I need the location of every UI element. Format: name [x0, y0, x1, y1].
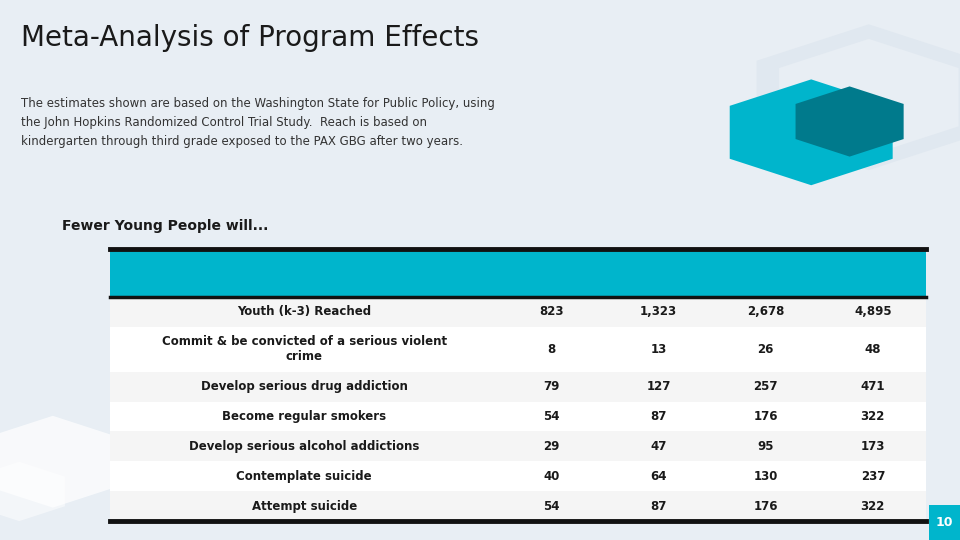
- Text: 47: 47: [651, 440, 667, 453]
- Text: 87: 87: [651, 500, 667, 512]
- Text: 176: 176: [754, 410, 778, 423]
- Text: Contemplate suicide: Contemplate suicide: [236, 470, 372, 483]
- Text: 322: 322: [861, 500, 885, 512]
- Text: 471: 471: [860, 380, 885, 393]
- Text: Develop serious alcohol addictions: Develop serious alcohol addictions: [189, 440, 420, 453]
- Text: 40: 40: [543, 470, 560, 483]
- Text: 237: 237: [861, 470, 885, 483]
- Text: Predicted Benefits: Predicted Benefits: [122, 267, 245, 281]
- FancyBboxPatch shape: [110, 461, 926, 491]
- Text: 48: 48: [865, 343, 881, 356]
- Text: Attempt suicide: Attempt suicide: [252, 500, 357, 512]
- Text: 29: 29: [543, 440, 560, 453]
- Text: 87: 87: [651, 410, 667, 423]
- Text: Meta-Analysis of Program Effects: Meta-Analysis of Program Effects: [21, 24, 479, 52]
- FancyBboxPatch shape: [110, 491, 926, 521]
- Text: 95: 95: [757, 440, 774, 453]
- FancyBboxPatch shape: [110, 431, 926, 461]
- Text: 176: 176: [754, 500, 778, 512]
- Text: 64: 64: [651, 470, 667, 483]
- Text: 173: 173: [861, 440, 885, 453]
- FancyBboxPatch shape: [110, 297, 926, 327]
- Text: 54: 54: [543, 500, 560, 512]
- Text: 1,323: 1,323: [640, 306, 677, 319]
- Text: 26: 26: [757, 343, 774, 356]
- Text: 2018: 2018: [639, 267, 678, 281]
- Text: 2,678: 2,678: [747, 306, 784, 319]
- Text: Develop serious drug addiction: Develop serious drug addiction: [201, 380, 408, 393]
- Text: Commit & be convicted of a serious violent
crime: Commit & be convicted of a serious viole…: [161, 335, 446, 363]
- Text: 2019: 2019: [746, 267, 785, 281]
- FancyBboxPatch shape: [110, 402, 926, 431]
- Text: 8: 8: [547, 343, 556, 356]
- Text: Youth (k-3) Reached: Youth (k-3) Reached: [237, 306, 372, 319]
- Text: Fewer Young People will...: Fewer Young People will...: [62, 219, 269, 233]
- Text: 257: 257: [754, 380, 778, 393]
- Text: 2017: 2017: [532, 267, 571, 281]
- Text: 130: 130: [754, 470, 778, 483]
- FancyBboxPatch shape: [110, 327, 926, 372]
- Text: 823: 823: [540, 306, 564, 319]
- FancyBboxPatch shape: [110, 251, 926, 297]
- Text: 2020: 2020: [853, 267, 892, 281]
- Text: 10: 10: [936, 516, 953, 529]
- FancyBboxPatch shape: [929, 505, 960, 540]
- Text: Become regular smokers: Become regular smokers: [222, 410, 386, 423]
- Text: 54: 54: [543, 410, 560, 423]
- Text: 13: 13: [651, 343, 667, 356]
- Text: The estimates shown are based on the Washington State for Public Policy, using
t: The estimates shown are based on the Was…: [21, 97, 495, 148]
- Text: 322: 322: [861, 410, 885, 423]
- Text: 127: 127: [646, 380, 671, 393]
- Text: 4,895: 4,895: [854, 306, 892, 319]
- Text: 79: 79: [543, 380, 560, 393]
- FancyBboxPatch shape: [110, 372, 926, 402]
